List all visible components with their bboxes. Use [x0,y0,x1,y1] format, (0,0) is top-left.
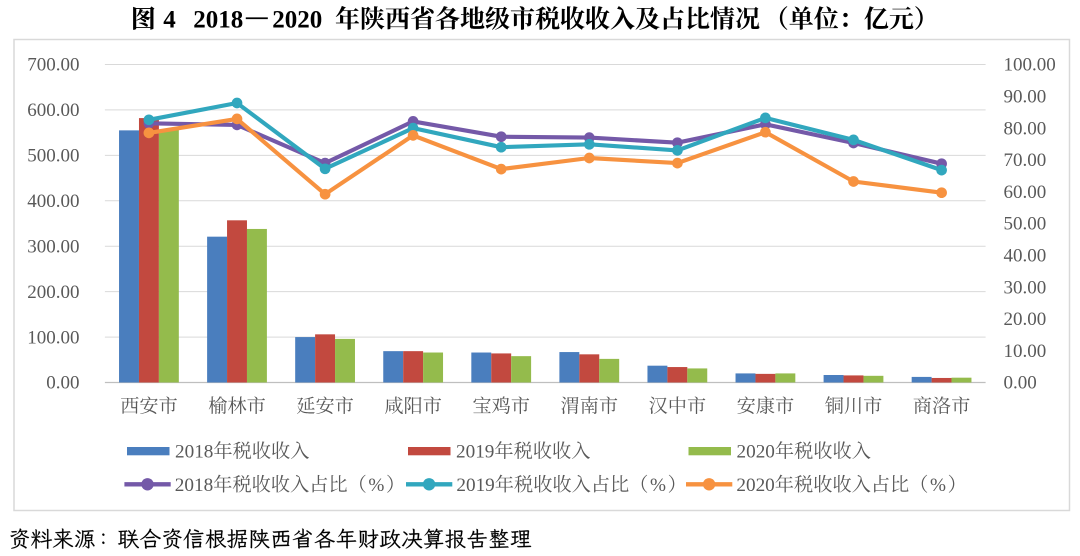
svg-text:2018: 2018 [193,7,243,34]
svg-text:90.00: 90.00 [1004,87,1047,108]
svg-text:600.00: 600.00 [27,100,79,121]
svg-text:10.00: 10.00 [1004,341,1047,362]
svg-text:40.00: 40.00 [1004,246,1047,267]
svg-text:100.00: 100.00 [27,327,79,348]
svg-text:0.00: 0.00 [1004,373,1037,394]
svg-text:20.00: 20.00 [1004,309,1047,330]
svg-text:%: % [368,475,384,496]
svg-text:500.00: 500.00 [27,146,79,167]
svg-text:200.00: 200.00 [27,282,79,303]
svg-text:30.00: 30.00 [1004,277,1047,298]
svg-text:2020: 2020 [272,7,322,34]
svg-text:2020: 2020 [736,475,774,496]
svg-text:50.00: 50.00 [1004,214,1047,235]
svg-text:80.00: 80.00 [1004,118,1047,139]
svg-text:0.00: 0.00 [46,373,79,394]
svg-text:4: 4 [163,7,176,34]
svg-text:2018: 2018 [175,442,213,463]
svg-text:100.00: 100.00 [1004,55,1056,76]
svg-text:2019: 2019 [456,442,494,463]
svg-text:60.00: 60.00 [1004,182,1047,203]
svg-text:%: % [930,475,946,496]
svg-text:%: % [650,475,666,496]
svg-text:2019: 2019 [456,475,494,496]
svg-text:400.00: 400.00 [27,191,79,212]
svg-text:70.00: 70.00 [1004,150,1047,171]
svg-text:300.00: 300.00 [27,236,79,257]
svg-text:2020: 2020 [737,442,775,463]
svg-text:700.00: 700.00 [27,55,79,76]
svg-text:2018: 2018 [175,475,213,496]
